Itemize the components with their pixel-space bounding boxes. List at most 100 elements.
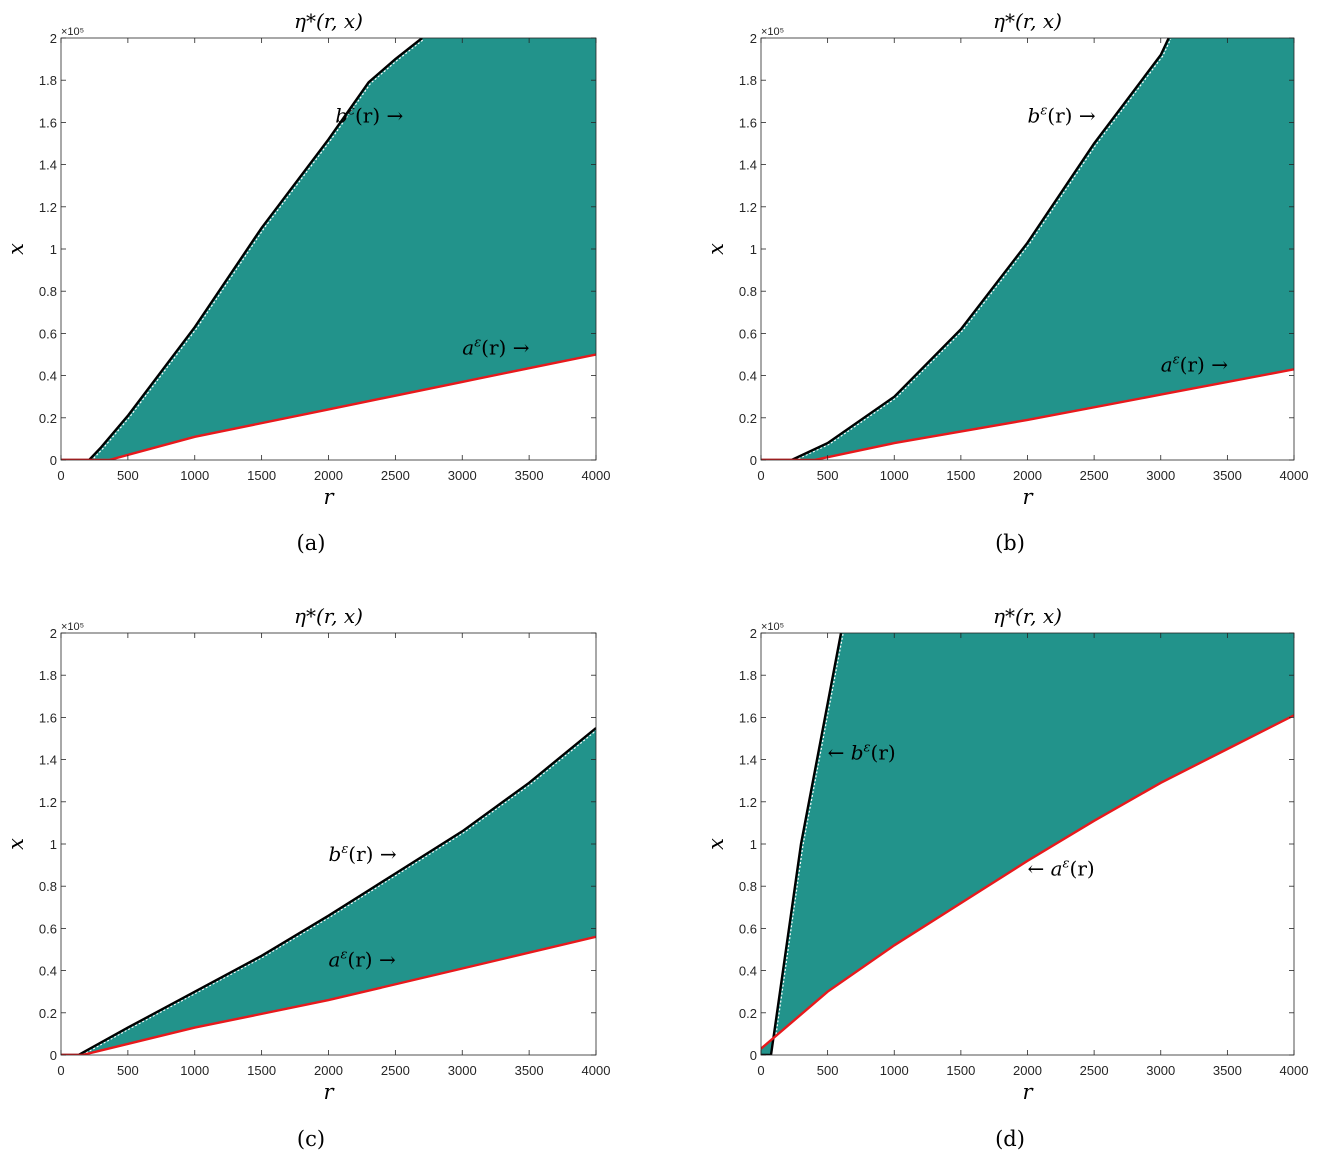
y-tick-label: 2 bbox=[50, 31, 57, 46]
annotation-a-epsilon: aε(r) → bbox=[329, 947, 396, 971]
x-tick-label: 3000 bbox=[448, 1063, 477, 1078]
y-tick-label: 0 bbox=[50, 1048, 57, 1063]
y-multiplier: ×10⁵ bbox=[761, 621, 784, 633]
y-tick-label: 0.6 bbox=[739, 921, 757, 936]
y-tick-label: 0.8 bbox=[39, 284, 57, 299]
panel-b: 0 500 1000 1500 2000 2500 3000 3500 4000 0 0.2 0.4 0… bbox=[704, 9, 1308, 555]
panel-caption: (b) bbox=[995, 531, 1025, 555]
x-tick-label: 0 bbox=[757, 468, 764, 483]
y-tick-label: 2 bbox=[50, 626, 57, 641]
x-axis-label: r bbox=[323, 485, 335, 509]
x-axis-label: r bbox=[1022, 485, 1034, 509]
y-tick-label: 0 bbox=[50, 453, 57, 468]
b-epsilon-line bbox=[61, 727, 596, 1055]
y-tick-label: 0.4 bbox=[39, 964, 57, 979]
x-tick-label: 3500 bbox=[515, 468, 544, 483]
x-tick-label: 3000 bbox=[448, 468, 477, 483]
y-tick-label: 1.2 bbox=[739, 795, 757, 810]
annotation-a-epsilon: aε(r) → bbox=[1161, 352, 1228, 376]
panel-d: 0 500 1000 1500 2000 2500 3000 3500 4000 0 0.2 0.4 0… bbox=[704, 604, 1308, 1151]
annotation-a-epsilon: aε(r) → bbox=[462, 336, 529, 360]
boundary-dotted-line bbox=[763, 39, 1172, 461]
region-fill bbox=[61, 38, 596, 460]
x-tick-label: 1000 bbox=[180, 1063, 209, 1078]
y-tick-label: 1 bbox=[50, 837, 57, 852]
y-tick-label: 1.6 bbox=[39, 710, 57, 725]
chart-title: η*(r, x) bbox=[993, 604, 1062, 628]
x-tick-label: 2500 bbox=[381, 468, 410, 483]
x-tick-label: 500 bbox=[817, 1063, 839, 1078]
x-tick-label: 0 bbox=[757, 1063, 764, 1078]
x-tick-label: 2000 bbox=[1013, 468, 1042, 483]
x-tick-label: 1500 bbox=[946, 468, 975, 483]
x-tick-label: 3000 bbox=[1146, 468, 1175, 483]
x-tick-label: 2000 bbox=[314, 1063, 343, 1078]
y-tick-label: 1.8 bbox=[39, 73, 57, 88]
x-tick-label: 1000 bbox=[180, 468, 209, 483]
y-tick-label: 0.6 bbox=[39, 326, 57, 341]
chart-title: η*(r, x) bbox=[294, 604, 363, 628]
b-epsilon-line bbox=[61, 38, 423, 460]
panel-a: 0 500 1000 1500 2000 2500 3000 3500 4000 0 0.2 0.4 0… bbox=[4, 9, 610, 555]
x-tick-label: 3500 bbox=[515, 1063, 544, 1078]
y-tick-label: 1 bbox=[750, 837, 757, 852]
y-tick-label: 1.6 bbox=[739, 115, 757, 130]
boundary-dotted-line bbox=[63, 39, 425, 461]
boundary-dotted-line bbox=[763, 634, 844, 1056]
x-tick-label: 1500 bbox=[946, 1063, 975, 1078]
y-tick-label: 2 bbox=[750, 626, 757, 641]
y-axis-label: x bbox=[4, 243, 28, 255]
region-fill bbox=[761, 38, 1294, 460]
x-tick-label: 500 bbox=[817, 468, 839, 483]
x-tick-label: 3500 bbox=[1213, 1063, 1242, 1078]
x-tick-label: 4000 bbox=[582, 1063, 611, 1078]
y-tick-label: 1.6 bbox=[739, 710, 757, 725]
y-tick-label: 1 bbox=[750, 242, 757, 257]
y-tick-label: 0.4 bbox=[39, 369, 57, 384]
y-axis-label: x bbox=[704, 838, 728, 850]
panel-c: 0 500 1000 1500 2000 2500 3000 3500 4000 0 0.2 0.4 0… bbox=[4, 604, 610, 1151]
y-tick-label: 0.6 bbox=[739, 326, 757, 341]
annotation-b-epsilon: bε(r) → bbox=[329, 842, 397, 866]
x-tick-label: 500 bbox=[117, 1063, 139, 1078]
y-tick-label: 0.2 bbox=[39, 411, 57, 426]
x-tick-label: 4000 bbox=[1280, 1063, 1309, 1078]
b-epsilon-line bbox=[761, 633, 843, 1055]
annotation-a-epsilon: ← aε(r) bbox=[1028, 857, 1095, 881]
y-tick-label: 0.8 bbox=[739, 879, 757, 894]
y-tick-label: 0.2 bbox=[739, 411, 757, 426]
x-tick-label: 0 bbox=[57, 468, 64, 483]
y-multiplier: ×10⁵ bbox=[61, 621, 84, 633]
b-epsilon-line bbox=[761, 38, 1170, 460]
y-tick-label: 1.4 bbox=[39, 158, 57, 173]
y-tick-label: 1.4 bbox=[739, 753, 757, 768]
x-axis-label: r bbox=[323, 1080, 335, 1104]
x-tick-label: 1000 bbox=[880, 468, 909, 483]
boundary-dotted-line bbox=[63, 728, 598, 1056]
y-tick-label: 0.8 bbox=[739, 284, 757, 299]
y-tick-label: 1.8 bbox=[39, 668, 57, 683]
y-multiplier: ×10⁵ bbox=[61, 26, 84, 38]
x-tick-label: 2500 bbox=[1080, 468, 1109, 483]
y-axis-label: x bbox=[704, 243, 728, 255]
y-tick-label: 0 bbox=[750, 1048, 757, 1063]
x-tick-label: 1500 bbox=[247, 1063, 276, 1078]
y-tick-label: 0.6 bbox=[39, 921, 57, 936]
y-tick-label: 1.6 bbox=[39, 115, 57, 130]
region-fill bbox=[61, 728, 596, 1055]
y-tick-label: 1.4 bbox=[39, 753, 57, 768]
x-tick-label: 3000 bbox=[1146, 1063, 1175, 1078]
chart-title: η*(r, x) bbox=[294, 9, 363, 33]
x-tick-label: 1500 bbox=[247, 468, 276, 483]
x-axis-label: r bbox=[1022, 1080, 1034, 1104]
y-tick-label: 0.2 bbox=[39, 1006, 57, 1021]
panel-caption: (a) bbox=[297, 531, 326, 555]
y-tick-label: 1.8 bbox=[739, 73, 757, 88]
y-tick-label: 0.8 bbox=[39, 879, 57, 894]
y-tick-label: 1.2 bbox=[39, 795, 57, 810]
annotation-b-epsilon: bε(r) → bbox=[335, 103, 403, 127]
y-tick-label: 0.4 bbox=[739, 964, 757, 979]
x-tick-label: 0 bbox=[57, 1063, 64, 1078]
x-tick-label: 3500 bbox=[1213, 468, 1242, 483]
